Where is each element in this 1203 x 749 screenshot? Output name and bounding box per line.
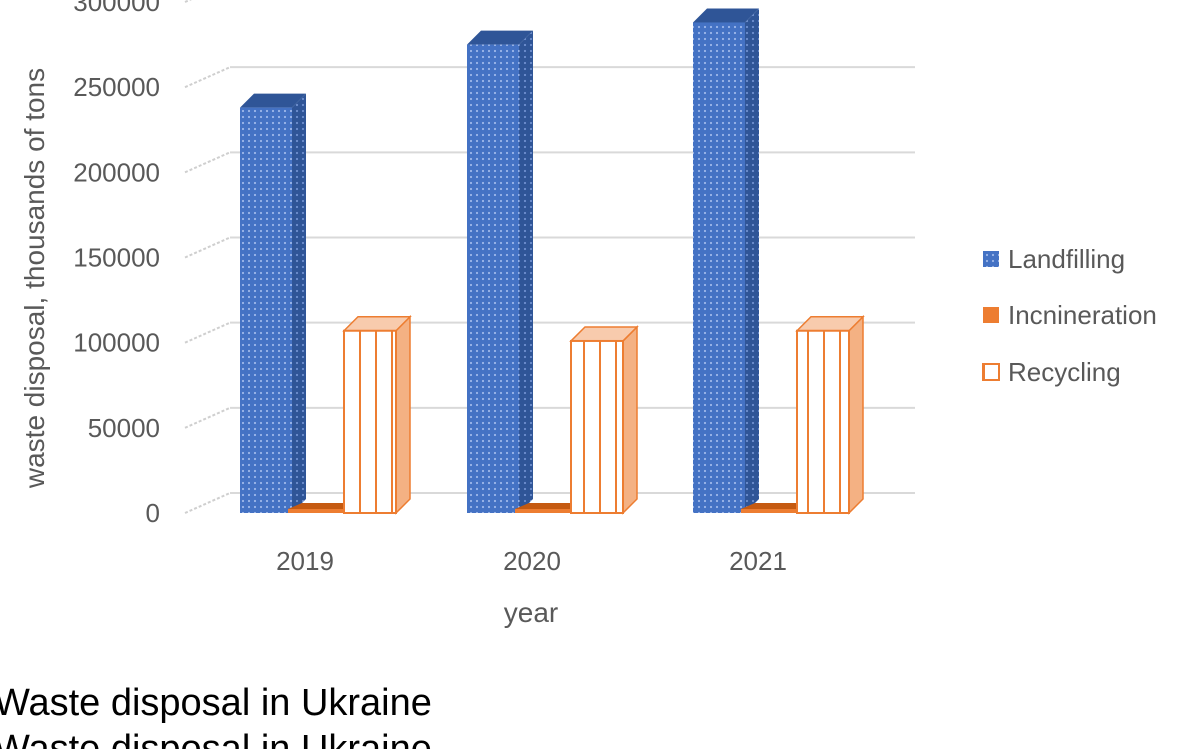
gridline-depth bbox=[184, 492, 231, 514]
bar-landfilling-2021 bbox=[693, 8, 759, 513]
legend-item-recycling: Recycling bbox=[982, 357, 1121, 387]
legend-swatch bbox=[983, 307, 999, 323]
gridline-depth bbox=[184, 236, 231, 259]
legend-label: Recycling bbox=[1008, 357, 1121, 387]
bars bbox=[240, 8, 865, 515]
bar-landfilling-2019 bbox=[240, 93, 306, 514]
x-axis-label: year bbox=[504, 597, 558, 628]
y-tick-label: 50000 bbox=[88, 413, 160, 443]
legend-item-landfilling: Landfilling bbox=[983, 244, 1125, 274]
y-axis-ticks: 0 50000 100000 150000 200000 250000 300000 bbox=[73, 0, 160, 528]
legend-swatch bbox=[983, 251, 999, 267]
y-tick-label: 200000 bbox=[73, 157, 160, 187]
gridline-depth bbox=[184, 151, 231, 174]
gridline-depth bbox=[184, 0, 192, 3]
legend-item-incnineration: Incnineration bbox=[983, 300, 1157, 330]
y-tick-label: 250000 bbox=[73, 72, 160, 102]
legend-swatch bbox=[982, 363, 1000, 381]
x-tick-label: 2020 bbox=[503, 546, 561, 576]
x-axis-ticks: 2019 2020 2021 bbox=[276, 546, 787, 576]
x-tick-label: 2019 bbox=[276, 546, 334, 576]
bar-landfilling-2020 bbox=[467, 30, 533, 513]
legend-label: Landfilling bbox=[1008, 244, 1125, 274]
y-tick-label: 100000 bbox=[73, 328, 160, 358]
x-tick-label: 2021 bbox=[729, 546, 787, 576]
y-tick-label: 0 bbox=[146, 498, 160, 528]
gridline-depth bbox=[184, 66, 231, 89]
bar-recycling-2021 bbox=[795, 314, 865, 515]
y-axis-label: waste disposal, thousands of tons bbox=[19, 68, 50, 489]
chart-caption-second-line: Waste disposal in Ukraine bbox=[0, 728, 432, 749]
y-tick-label: 150000 bbox=[73, 243, 160, 273]
chart-caption: Waste disposal in Ukraine bbox=[0, 682, 432, 724]
bar-recycling-2019 bbox=[342, 314, 412, 515]
gridline-depth bbox=[184, 406, 231, 429]
legend-label: Incnineration bbox=[1008, 300, 1157, 330]
legend: Landfilling Incnineration Recycling bbox=[982, 244, 1157, 387]
bar-recycling-2020 bbox=[569, 325, 639, 515]
gridline-depth bbox=[184, 321, 231, 344]
y-tick-label: 300000 bbox=[73, 0, 160, 17]
